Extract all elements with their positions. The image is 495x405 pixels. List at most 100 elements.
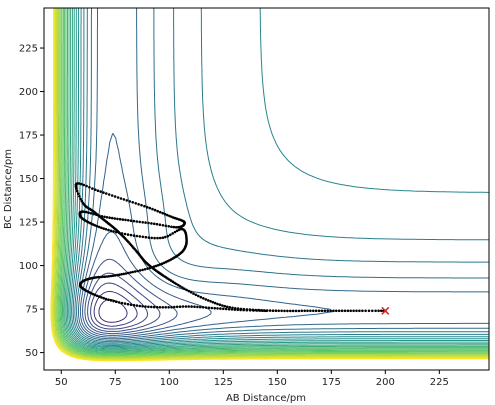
trajectory-point (156, 236, 159, 240)
trajectory-point (137, 203, 140, 206)
x-axis-ticks: 50 75 100 125 150 175 200 225 (55, 370, 449, 388)
trajectory-point (199, 305, 202, 309)
contour-level (78, 8, 489, 340)
trajectory-point (82, 183, 86, 187)
trajectory-point (108, 216, 111, 219)
trajectory-point (110, 216, 114, 220)
y-axis-ticks: 50 75 100 125 150 175 200 225 (19, 44, 44, 359)
trajectory-point (126, 233, 130, 236)
trajectory-point (185, 288, 188, 292)
y-tick-label: 100 (19, 261, 38, 272)
trajectory-point (190, 305, 193, 308)
trajectory-point (126, 302, 130, 306)
trajectory-point (132, 234, 136, 237)
trajectory-point (95, 294, 99, 298)
trajectory-point (170, 305, 173, 309)
trajectory-point (204, 306, 208, 309)
trajectory-point (148, 206, 152, 210)
trajectory-point (100, 215, 104, 218)
x-tick-label: 100 (160, 377, 179, 388)
trajectory-point (107, 193, 111, 196)
trajectory-point (337, 309, 341, 313)
trajectory-point (335, 309, 338, 313)
trajectory-point (87, 211, 90, 214)
trajectory-point (131, 270, 134, 274)
trajectory-point (166, 234, 170, 238)
trajectory-point (207, 306, 211, 310)
trajectory-point (297, 309, 301, 313)
trajectory-point (97, 214, 101, 217)
trajectory-point (107, 228, 110, 232)
trajectory-point (175, 229, 179, 233)
trajectory-point (361, 309, 364, 313)
contour-level (76, 8, 489, 341)
trajectory-point (93, 293, 97, 297)
trajectory-point (101, 275, 105, 279)
trajectory-point (323, 309, 327, 313)
trajectory-point (176, 226, 180, 229)
trajectory-point (167, 225, 170, 228)
x-tick-label: 50 (55, 377, 68, 388)
trajectory-point (239, 308, 242, 312)
trajectory-point (225, 305, 229, 309)
trajectory-point (170, 225, 173, 229)
trajectory-point (152, 265, 156, 268)
trajectory-point (221, 304, 224, 307)
trajectory-point (283, 309, 286, 313)
trajectory-point (265, 309, 268, 313)
contour-level (87, 272, 161, 332)
trajectory-point (230, 308, 234, 311)
trajectory-point (113, 274, 117, 277)
x-tick-label: 200 (376, 377, 395, 388)
trajectory-point (300, 309, 304, 313)
trajectory-point (88, 186, 91, 189)
trajectory-point (124, 272, 128, 275)
contour-level (62, 8, 489, 353)
x-tick-label: 150 (268, 377, 287, 388)
trajectory-point (120, 232, 124, 235)
trajectory-point (138, 269, 142, 272)
contour-level (66, 8, 489, 349)
trajectory-point (236, 308, 239, 312)
trajectory-point (192, 292, 195, 295)
contour-level (50, 8, 489, 362)
trajectory-point (371, 309, 374, 313)
trajectory-point (150, 266, 154, 269)
contour-level (60, 8, 489, 354)
trajectory-point (150, 305, 153, 309)
trajectory-point (161, 211, 164, 215)
trajectory-point (174, 226, 178, 229)
contour-level (56, 8, 489, 357)
x-tick-label: 125 (214, 377, 233, 388)
y-tick-label: 175 (19, 131, 38, 142)
contour-level (54, 8, 489, 358)
trajectory-point (138, 220, 141, 224)
trajectory-point (140, 203, 143, 207)
y-tick-label: 50 (25, 348, 38, 359)
trajectory-point (116, 196, 120, 199)
trajectory-point (151, 207, 154, 211)
trajectory-point (332, 309, 335, 313)
trajectory-point (261, 309, 264, 313)
trajectory-point (289, 309, 292, 313)
trajectory-point (113, 195, 117, 198)
trajectory-point (218, 303, 222, 307)
trajectory-point (97, 275, 101, 279)
trajectory-point (145, 205, 149, 209)
trajectory-point (204, 298, 208, 301)
trajectory-point (183, 287, 186, 291)
trajectory-point (189, 291, 193, 294)
trajectory-point (85, 184, 88, 188)
trajectory-point (255, 309, 259, 312)
trajectory-point (245, 308, 249, 312)
trajectory-point (109, 274, 113, 278)
trajectory-point (124, 218, 127, 222)
trajectory-point (172, 225, 176, 229)
trajectory-point (79, 197, 82, 201)
trajectory-point (104, 228, 108, 231)
trajectory-point (374, 309, 377, 313)
trajectory-point (135, 220, 139, 223)
trajectory-point (157, 263, 160, 267)
trajectory-point (105, 192, 108, 195)
contour-level (55, 8, 489, 358)
